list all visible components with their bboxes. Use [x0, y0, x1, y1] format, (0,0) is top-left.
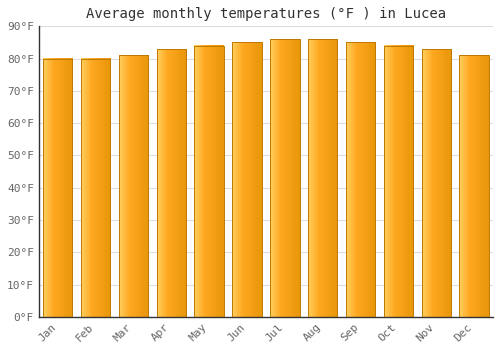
Bar [43, 58, 72, 317]
Bar [422, 49, 451, 317]
Bar [118, 55, 148, 317]
Bar [346, 42, 376, 317]
Bar [384, 46, 413, 317]
Bar [460, 55, 489, 317]
Bar [422, 49, 451, 317]
Bar [384, 46, 413, 317]
Bar [346, 42, 376, 317]
Bar [81, 58, 110, 317]
Bar [232, 42, 262, 317]
Bar [118, 55, 148, 317]
Bar [308, 39, 338, 317]
Bar [270, 39, 300, 317]
Bar [156, 49, 186, 317]
Bar [460, 55, 489, 317]
Bar [270, 39, 300, 317]
Bar [81, 58, 110, 317]
Bar [308, 39, 338, 317]
Bar [194, 46, 224, 317]
Bar [156, 49, 186, 317]
Bar [194, 46, 224, 317]
Bar [232, 42, 262, 317]
Title: Average monthly temperatures (°F ) in Lucea: Average monthly temperatures (°F ) in Lu… [86, 7, 446, 21]
Bar [43, 58, 72, 317]
